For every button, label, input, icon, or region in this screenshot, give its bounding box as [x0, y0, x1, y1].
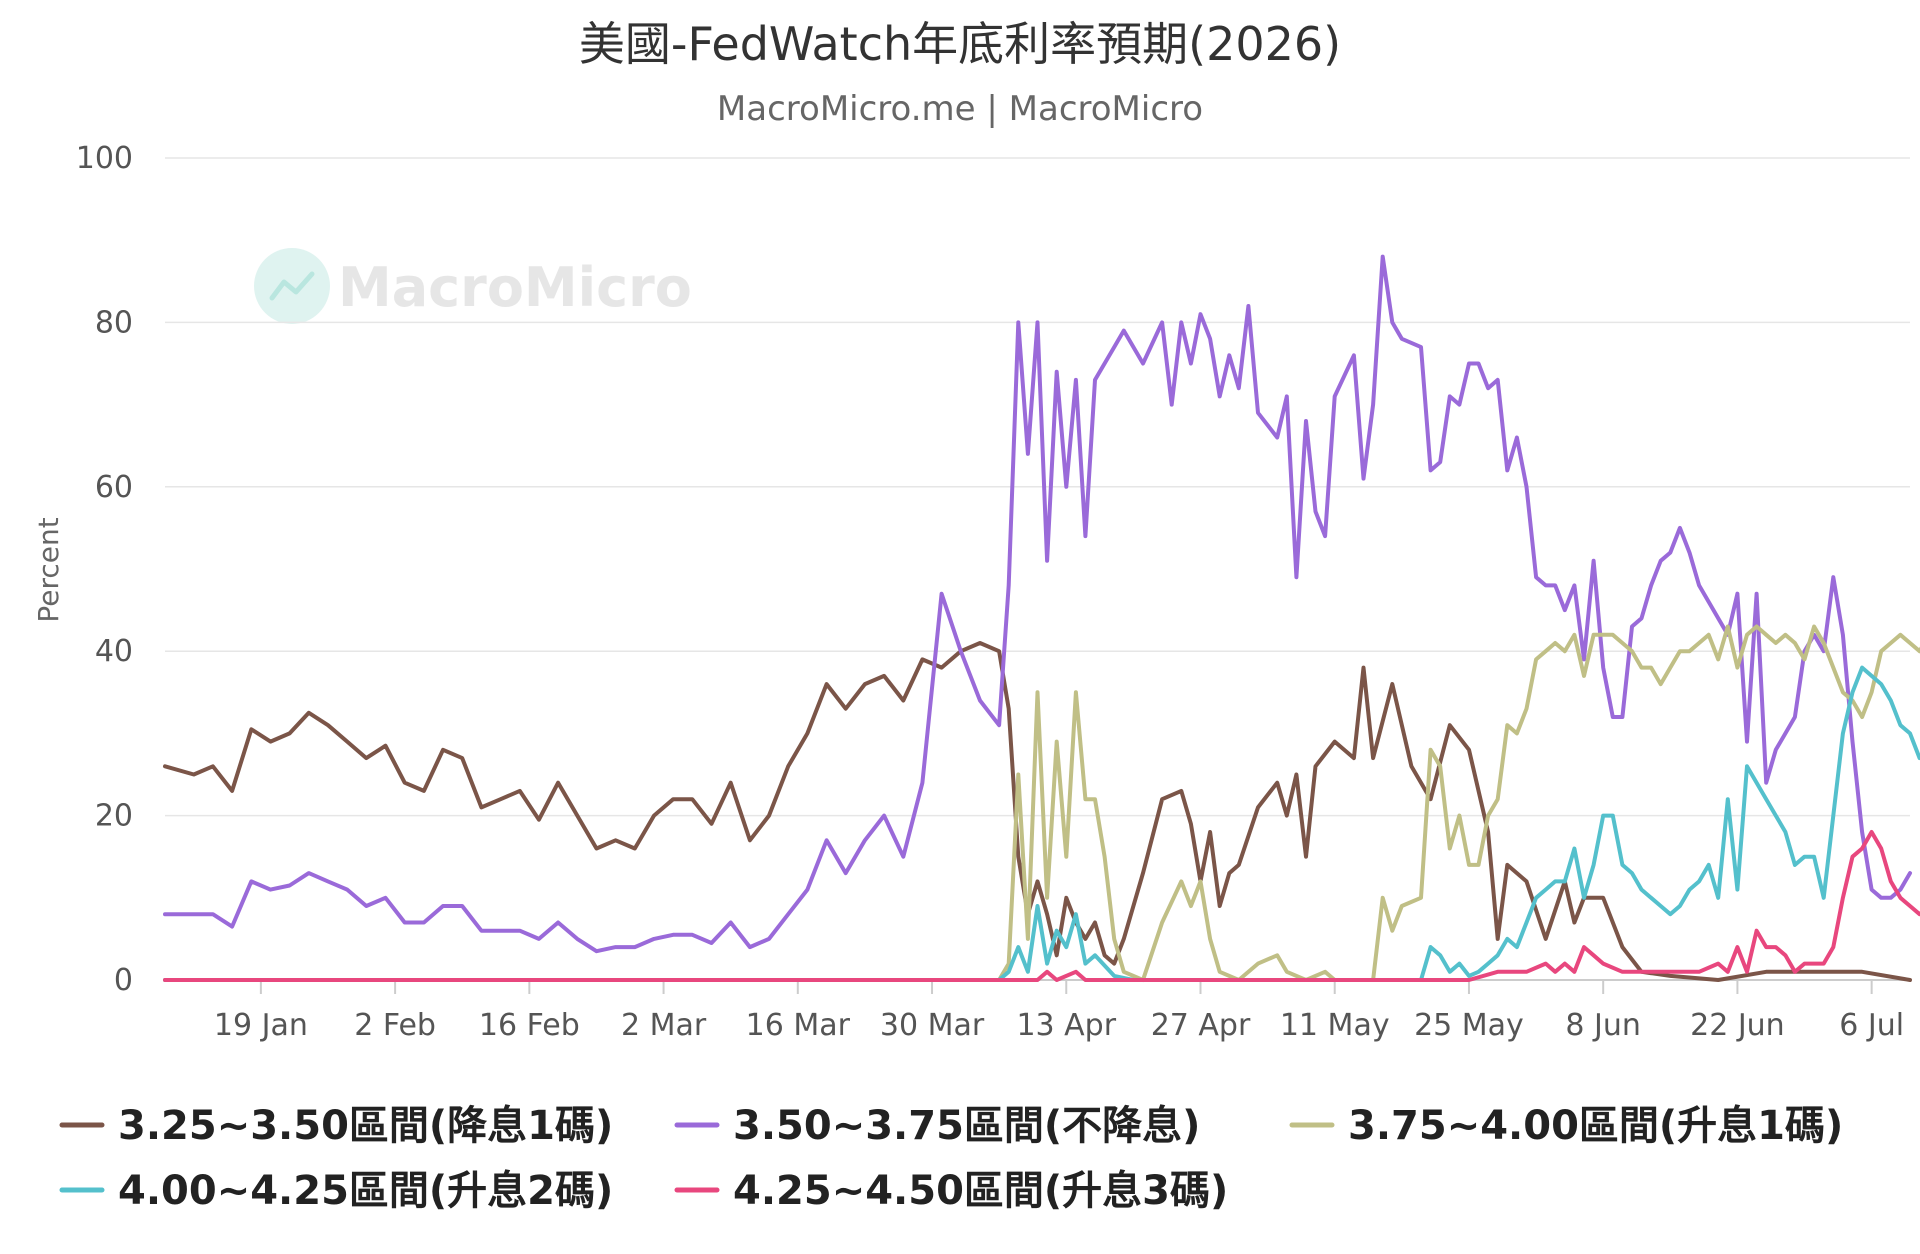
y-tick-label: 80 [95, 305, 133, 340]
x-axis: 19 Jan 2 Feb 16 Feb 2 Mar 16 Mar 30 Mar 13 Apr… [165, 979, 1910, 1043]
chart-title: 美國-FedWatch年底利率預期(2026) [579, 17, 1341, 71]
series-lines [163, 254, 1920, 982]
x-tick-label: 22 Jun [1690, 1008, 1785, 1043]
legend-label: 4.00~4.25區間(升息2碼) [118, 1168, 613, 1214]
y-tick-label: 0 [114, 963, 133, 998]
y-tick-label: 60 [95, 470, 133, 505]
watermark-text: MacroMicro [338, 256, 692, 319]
x-tick-label: 16 Feb [479, 1008, 580, 1043]
legend-label: 3.50~3.75區間(不降息) [733, 1103, 1200, 1149]
y-axis-title: Percent [32, 517, 65, 622]
legend-item-2[interactable]: 3.50~3.75區間(不降息) [674, 1103, 1200, 1149]
x-tick-label: 6 Jul [1839, 1008, 1904, 1043]
watermark: MacroMicro [254, 248, 692, 324]
x-tick-label: 11 May [1280, 1008, 1390, 1043]
x-tick-label: 2 Feb [354, 1008, 436, 1043]
legend: 3.25~3.50區間(降息1碼) 3.50~3.75區間(不降息) 3.75~4.… [59, 1103, 1843, 1214]
series-line-4[interactable] [163, 665, 1920, 982]
x-tick-label: 19 Jan [214, 1008, 308, 1043]
x-tick-label: 25 May [1414, 1008, 1524, 1043]
series-line-2[interactable] [163, 254, 1912, 954]
series-line-5[interactable] [163, 830, 1920, 982]
y-tick-label: 100 [76, 141, 133, 176]
x-tick-label: 30 Mar [880, 1008, 985, 1043]
legend-label: 4.25~4.50區間(升息3碼) [733, 1168, 1228, 1214]
y-tick-label: 40 [95, 634, 133, 669]
y-axis: 0 20 40 60 80 100 [76, 141, 133, 998]
legend-label: 3.75~4.00區間(升息1碼) [1348, 1103, 1843, 1149]
chart-subtitle: MacroMicro.me | MacroMicro [717, 89, 1203, 129]
legend-item-3[interactable]: 3.75~4.00區間(升息1碼) [1289, 1103, 1843, 1149]
x-tick-label: 27 Apr [1151, 1008, 1251, 1043]
x-tick-label: 8 Jun [1565, 1008, 1641, 1043]
watermark-logo-mark [269, 271, 315, 301]
y-tick-label: 20 [95, 799, 133, 834]
x-tick-label: 13 Apr [1016, 1008, 1116, 1043]
x-tick-label: 2 Mar [621, 1008, 707, 1043]
x-tick-label: 16 Mar [746, 1008, 851, 1043]
legend-item-4[interactable]: 4.00~4.25區間(升息2碼) [59, 1168, 613, 1214]
legend-item-1[interactable]: 3.25~3.50區間(降息1碼) [59, 1103, 613, 1149]
series-line-1[interactable] [163, 641, 1912, 982]
legend-label: 3.25~3.50區間(降息1碼) [118, 1103, 613, 1149]
legend-item-5[interactable]: 4.25~4.50區間(升息3碼) [674, 1168, 1228, 1214]
